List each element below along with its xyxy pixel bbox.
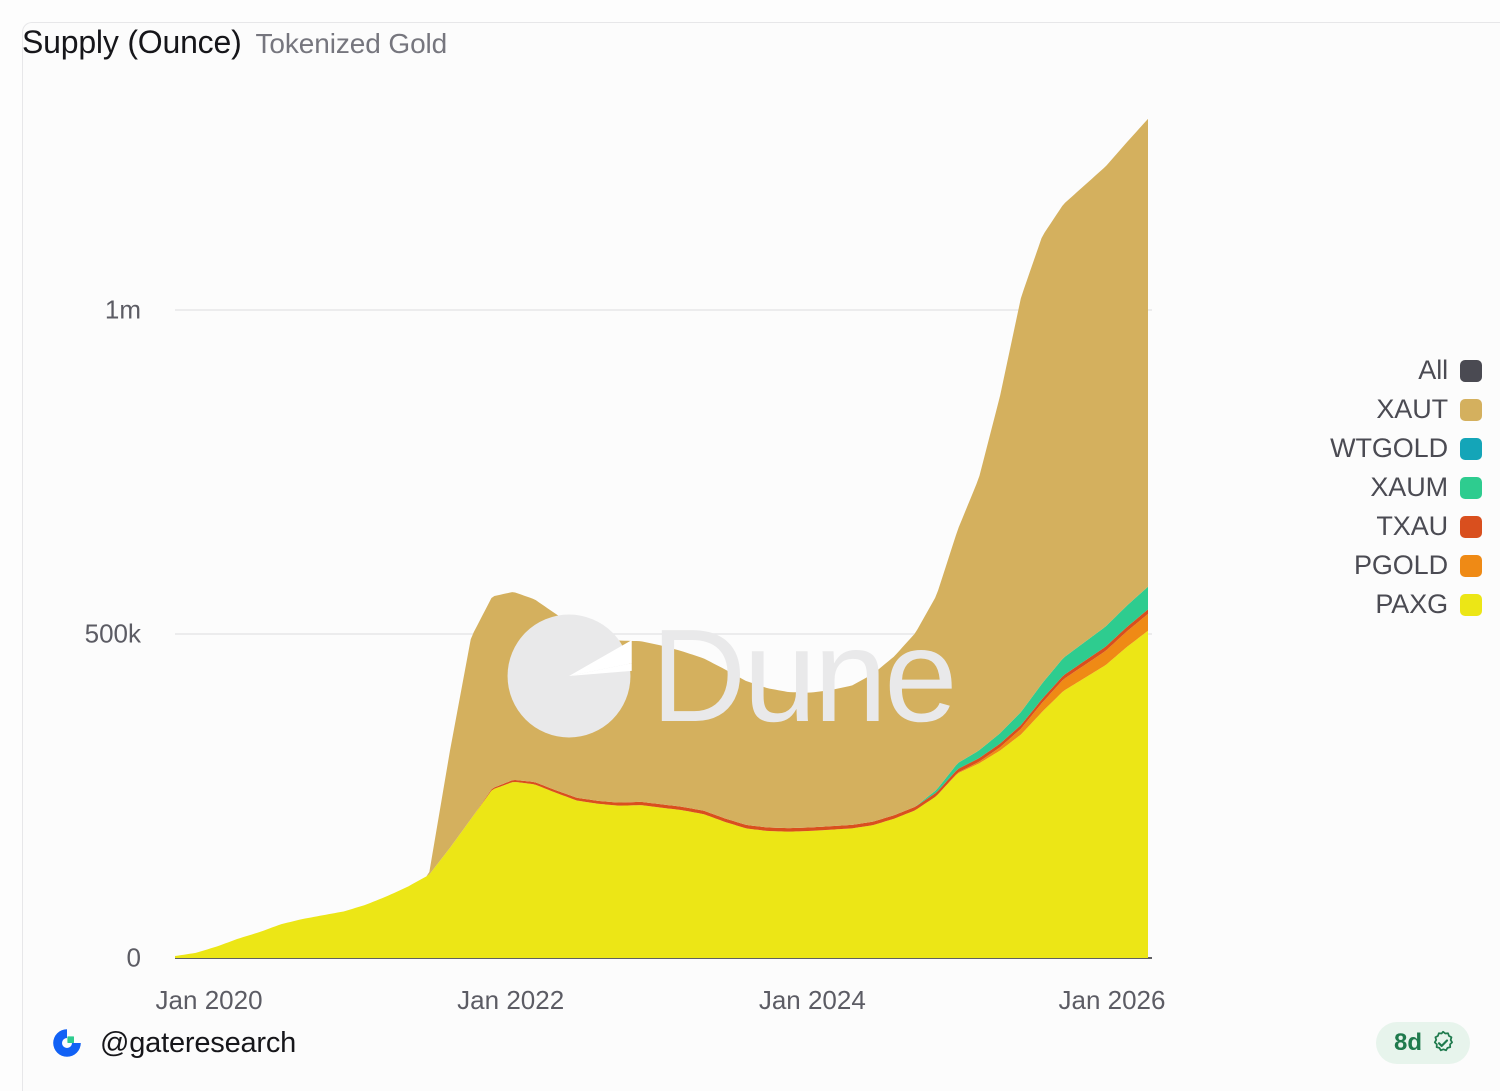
author-handle: @gateresearch bbox=[100, 1026, 297, 1059]
legend-item-paxg[interactable]: PAXG bbox=[1375, 589, 1482, 620]
legend-item-wtgold[interactable]: WTGOLD bbox=[1330, 433, 1482, 464]
legend-swatch-icon bbox=[1460, 593, 1482, 616]
y-axis-tick-label: 0 bbox=[126, 942, 141, 973]
x-axis-tick-label: Jan 2022 bbox=[457, 985, 565, 1015]
legend-item-label: XAUT bbox=[1376, 394, 1448, 424]
legend-swatch-icon bbox=[1460, 476, 1482, 499]
plot-area: 0 500k 1m Jan 2020 Jan 2022 Jan 2024 Jan 2026… bbox=[0, 90, 1478, 1015]
freshness-label: 8d bbox=[1393, 1029, 1422, 1056]
area-series-paxg bbox=[175, 630, 1148, 958]
legend-item-pgold[interactable]: PGOLD bbox=[1354, 550, 1482, 581]
x-axis: Jan 2020 Jan 2022 Jan 2024 Jan 2026 bbox=[0, 90, 1478, 1070]
legend-swatch-icon bbox=[1460, 515, 1482, 538]
legend-item-label: PAXG bbox=[1375, 589, 1448, 619]
chart-legend: All XAUT WTGOLD XAUM TXAU PGOLD PAXG bbox=[1330, 355, 1482, 620]
x-axis-tick-label: Jan 2026 bbox=[1058, 985, 1166, 1015]
legend-item-xaum[interactable]: XAUM bbox=[1370, 472, 1482, 503]
legend-item-xaut[interactable]: XAUT bbox=[1376, 394, 1482, 425]
legend-swatch-icon bbox=[1460, 398, 1482, 421]
page-title: Supply (Ounce) bbox=[22, 24, 242, 60]
legend-swatch-icon bbox=[1460, 359, 1482, 382]
gate-avatar-icon bbox=[53, 1029, 81, 1057]
legend-item-label: PGOLD bbox=[1353, 550, 1448, 580]
freshness-badge[interactable]: 8d bbox=[1375, 1022, 1470, 1064]
legend-item-all[interactable]: All bbox=[1418, 355, 1482, 386]
x-axis-tick-label: Jan 2020 bbox=[155, 985, 263, 1015]
y-axis-tick-label: 1m bbox=[104, 294, 141, 325]
card-footer: @gateresearch 8d bbox=[22, 1013, 1500, 1073]
legend-item-label: WTGOLD bbox=[1330, 433, 1448, 463]
legend-item-label: TXAU bbox=[1376, 511, 1448, 541]
legend-swatch-icon bbox=[1460, 437, 1482, 460]
verified-badge-icon bbox=[1433, 1030, 1453, 1052]
author-block[interactable]: @gateresearch bbox=[50, 1026, 296, 1060]
legend-item-label: XAUM bbox=[1370, 472, 1448, 502]
area-series-xaum bbox=[175, 586, 1148, 957]
y-axis-tick-label: 500k bbox=[84, 618, 141, 649]
chart-header: Supply (Ounce) Tokenized Gold bbox=[22, 24, 447, 61]
legend-swatch-icon bbox=[1460, 554, 1482, 577]
legend-item-label: All bbox=[1418, 355, 1448, 385]
stacked-area-chart[interactable] bbox=[0, 90, 1478, 990]
legend-item-txau[interactable]: TXAU bbox=[1376, 511, 1482, 542]
chart-subtitle: Tokenized Gold bbox=[255, 28, 448, 59]
x-axis-tick-label: Jan 2024 bbox=[758, 985, 866, 1015]
area-series-xaut bbox=[175, 118, 1148, 957]
y-axis: 0 500k 1m bbox=[0, 90, 155, 990]
